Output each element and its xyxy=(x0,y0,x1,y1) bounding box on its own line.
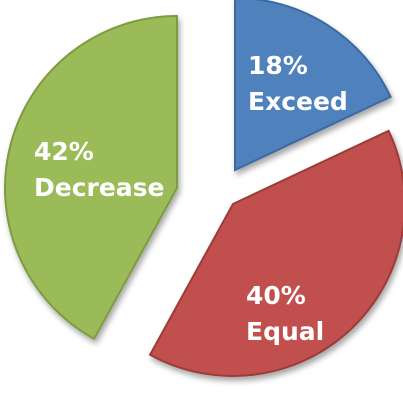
slice-value-label-equal: 40% xyxy=(246,281,306,310)
slice-name-label-decrease: Decrease xyxy=(34,173,165,202)
slice-name-label-exceed: Exceed xyxy=(248,87,348,116)
pie-slices xyxy=(4,0,403,377)
pie-slice-exceed xyxy=(234,0,392,172)
slice-name-label-equal: Equal xyxy=(246,317,324,346)
pie-slice-decrease xyxy=(4,14,178,341)
slice-value-label-exceed: 18% xyxy=(248,51,308,80)
pie-labels: 18% Exceed 40% Equal 42% Decrease xyxy=(34,51,348,346)
pie-slice-equal xyxy=(148,129,403,377)
slice-value-label-decrease: 42% xyxy=(34,137,94,166)
